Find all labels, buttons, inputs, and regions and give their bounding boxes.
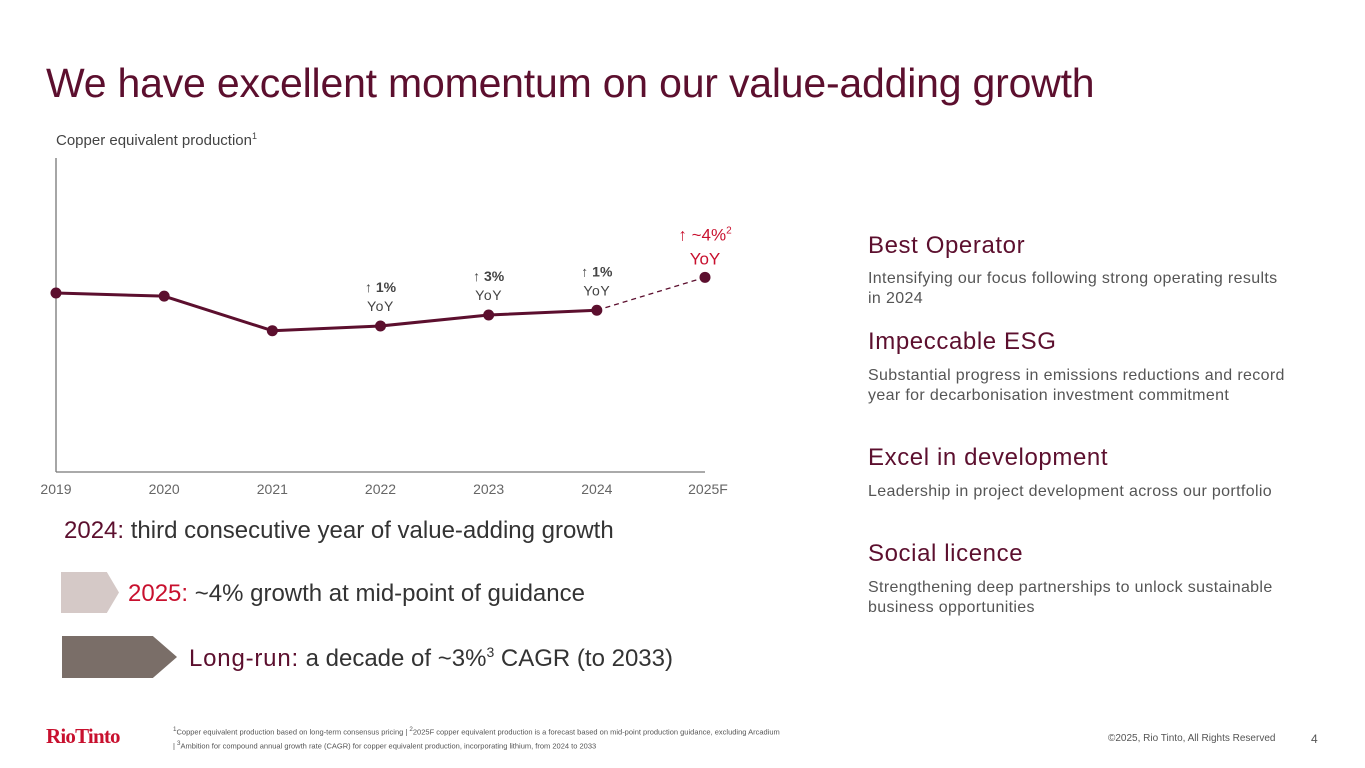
chart-label-text: Copper equivalent production [56,132,252,149]
x-tick-label-2019: 2019 [40,481,71,497]
chart-label: Copper equivalent production1 [56,131,257,149]
footnote-3-ref: 3 [177,739,181,747]
data-point-2020 [158,290,170,302]
x-tick-label-2024: 2024 [581,481,612,497]
footnote-1-text: Copper equivalent production based on lo… [176,727,410,737]
summary-2024: 2024: third consecutive year of value-ad… [64,517,614,545]
outlook-long-run: Long-run: a decade of ~3%3 CAGR (to 2033… [189,644,673,673]
x-tick-label-2022: 2022 [365,481,396,497]
data-point-2019 [50,287,62,299]
series-line-actual [55,291,597,333]
x-tick-label-2021: 2021 [257,481,288,497]
x-tick-label-2023: 2023 [473,481,504,497]
copyright: ©2025, Rio Tinto, All Rights Reserved [1108,733,1276,744]
chevron-arrow-light [61,572,119,613]
pillar-text-excel-in-development: Leadership in project development across… [868,483,1273,500]
outlook-long-text-after: CAGR (to 2033) [500,645,673,672]
pillar-text-social-licence: Strengthening deep partnerships to unloc… [868,579,1273,616]
page-number: 4 [1311,732,1318,746]
chart-label-footnote-ref: 1 [251,131,257,141]
data-point-2021 [266,325,278,337]
outlook-long-text: a decade of ~3% [305,645,487,672]
summary-text: third consecutive year of value-adding g… [130,517,614,544]
pillar-text-best-operator: Intensifying our focus following strong … [868,270,1278,307]
yoy-sub-2024: YoY [583,282,610,298]
outlook-2025-label: 2025: [128,580,189,607]
pillar-title-best-operator: Best Operator [868,232,1026,259]
footnote-2-ref: 2 [409,726,413,733]
yoy-sub-2022: YoY [367,298,394,314]
pillar-title-impeccable-esg: Impeccable ESG [868,328,1057,355]
production-line-chart: 2019 2020 2021 2022 2023 2024 2025F ↑ 1% YoY ↑ 3%… [40,158,732,497]
yoy-label-2025f: ↑ ~4%2 [678,225,732,244]
outlook-2025: 2025: ~4% growth at mid-point of guidanc… [128,580,585,608]
yoy-sub-2023: YoY [475,287,502,303]
data-point-2024 [591,304,603,316]
x-tick-label-2025f: 2025F [688,481,728,497]
outlook-long-label: Long-run: [189,645,299,672]
outlook-long-footnote-ref: 3 [486,644,495,660]
yoy-label-2024: ↑ 1% [581,263,613,279]
summary-year: 2024: [64,517,125,544]
data-point-2023 [483,309,495,321]
series-line-forecast [596,276,706,311]
chevron-arrow-dark [62,636,177,678]
footnote-2-text: 2025F copper equivalent production is a … [173,727,780,751]
page-title: We have excellent momentum on our value-… [46,60,1095,106]
yoy-label-2023: ↑ 3% [473,268,505,284]
yoy-label-2022: ↑ 1% [365,279,397,295]
pillar-title-excel-in-development: Excel in development [868,444,1109,471]
footnote-3-text: Ambition for compound annual growth rate… [180,741,597,750]
yoy-sub-2025f: YoY [690,249,721,268]
pillar-title-social-licence: Social licence [868,540,1024,567]
footnote-1-ref: 1 [173,726,177,733]
footnote: 1Copper equivalent production based on l… [173,724,783,751]
data-point-2022 [375,320,386,332]
pillar-text-impeccable-esg: Substantial progress in emissions reduct… [868,367,1285,404]
rio-tinto-logo: RioTinto [46,724,121,748]
x-tick-label-2020: 2020 [149,481,180,497]
data-point-2025f [699,271,711,283]
outlook-2025-text: ~4% growth at mid-point of guidance [194,580,585,607]
